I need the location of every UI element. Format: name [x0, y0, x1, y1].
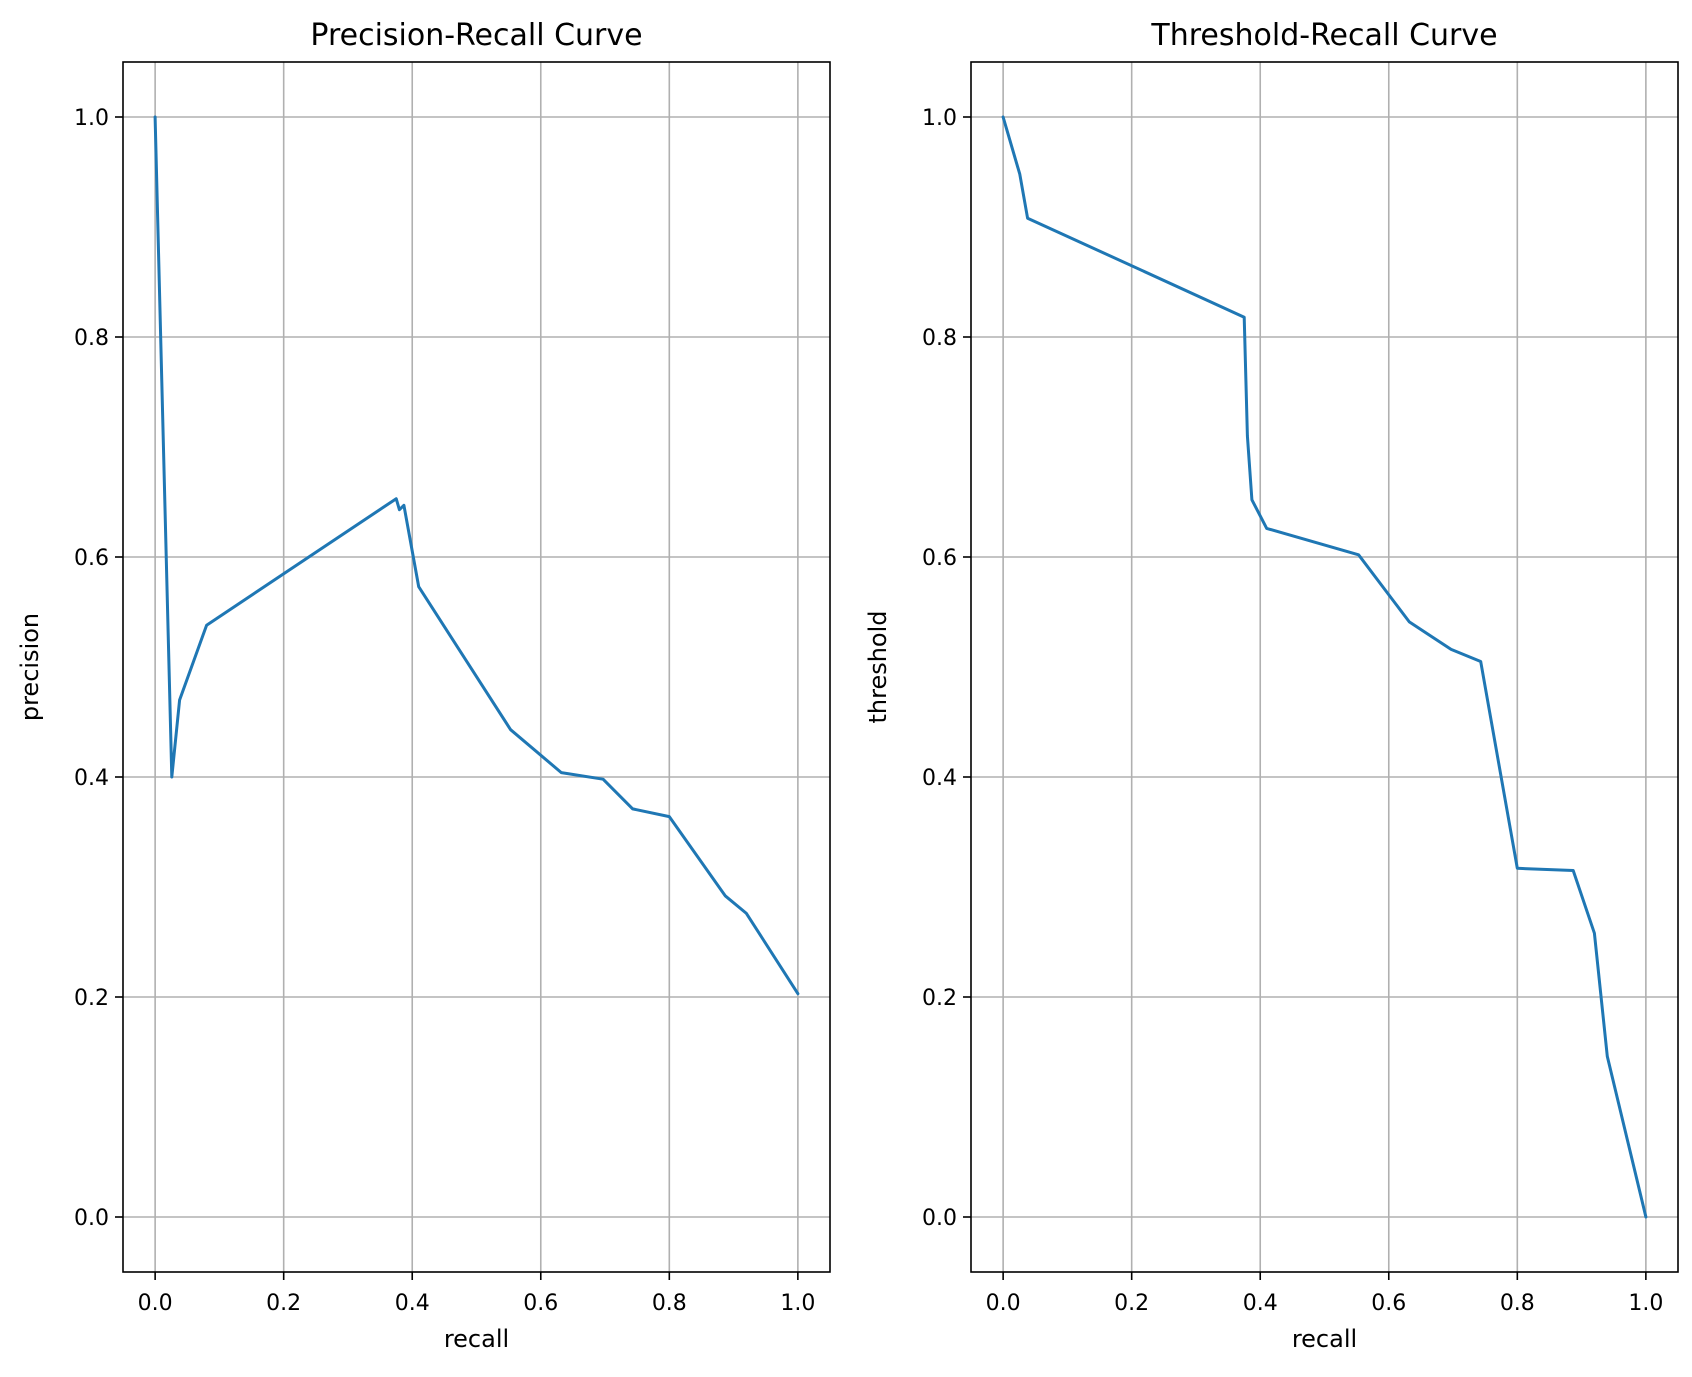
chart-title: Precision-Recall Curve	[310, 18, 642, 53]
y-tick-label: 0.2	[922, 986, 957, 1011]
grid	[123, 62, 830, 1272]
series-line	[153, 115, 800, 996]
y-tick-label: 0.8	[922, 326, 957, 351]
y-axis-label: threshold	[864, 610, 892, 723]
precision-recall-panel: 0.0 0.2 0.4 0.6 0.8 1.0 0.0 0.2 0.4 0.6 0.8 1.0 Pre…	[16, 18, 831, 1353]
y-tick-label: 0.2	[74, 986, 109, 1011]
ticks: 0.0 0.2 0.4 0.6 0.8 1.0 0.0 0.2 0.4 0.6 0.8 1.0	[74, 106, 815, 1316]
x-tick-label: 0.2	[266, 1291, 301, 1316]
x-tick-label: 0.2	[1114, 1291, 1149, 1316]
series-line	[1001, 115, 1648, 1219]
x-tick-label: 0.4	[395, 1291, 430, 1316]
plot-frame	[122, 61, 831, 1273]
plot-frame	[970, 61, 1679, 1273]
threshold-recall-panel: 0.0 0.2 0.4 0.6 0.8 1.0 0.0 0.2 0.4 0.6 0.8 1.0 Thr…	[864, 18, 1679, 1353]
x-tick-label: 0.0	[986, 1291, 1021, 1316]
y-tick-label: 0.6	[74, 546, 109, 571]
grid	[971, 62, 1678, 1272]
y-axis-label: precision	[16, 613, 44, 721]
x-tick-label: 0.8	[652, 1291, 687, 1316]
x-tick-label: 0.6	[1371, 1291, 1406, 1316]
x-axis-label: recall	[444, 1325, 509, 1353]
y-tick-label: 0.0	[74, 1206, 109, 1231]
x-tick-label: 0.8	[1500, 1291, 1535, 1316]
y-tick-label: 0.0	[922, 1206, 957, 1231]
y-tick-label: 0.4	[74, 766, 109, 791]
series	[153, 115, 800, 996]
series	[1001, 115, 1648, 1219]
x-axis-label: recall	[1292, 1325, 1357, 1353]
x-tick-label: 1.0	[1628, 1291, 1663, 1316]
y-tick-label: 1.0	[74, 106, 109, 131]
x-tick-label: 1.0	[780, 1291, 815, 1316]
ticks: 0.0 0.2 0.4 0.6 0.8 1.0 0.0 0.2 0.4 0.6 0.8 1.0	[922, 106, 1663, 1316]
x-tick-label: 0.0	[138, 1291, 173, 1316]
chart-title: Threshold-Recall Curve	[1150, 18, 1497, 53]
y-tick-label: 0.8	[74, 326, 109, 351]
y-tick-label: 0.6	[922, 546, 957, 571]
x-tick-label: 0.6	[523, 1291, 558, 1316]
y-tick-label: 0.4	[922, 766, 957, 791]
y-tick-label: 1.0	[922, 106, 957, 131]
x-tick-label: 0.4	[1243, 1291, 1278, 1316]
